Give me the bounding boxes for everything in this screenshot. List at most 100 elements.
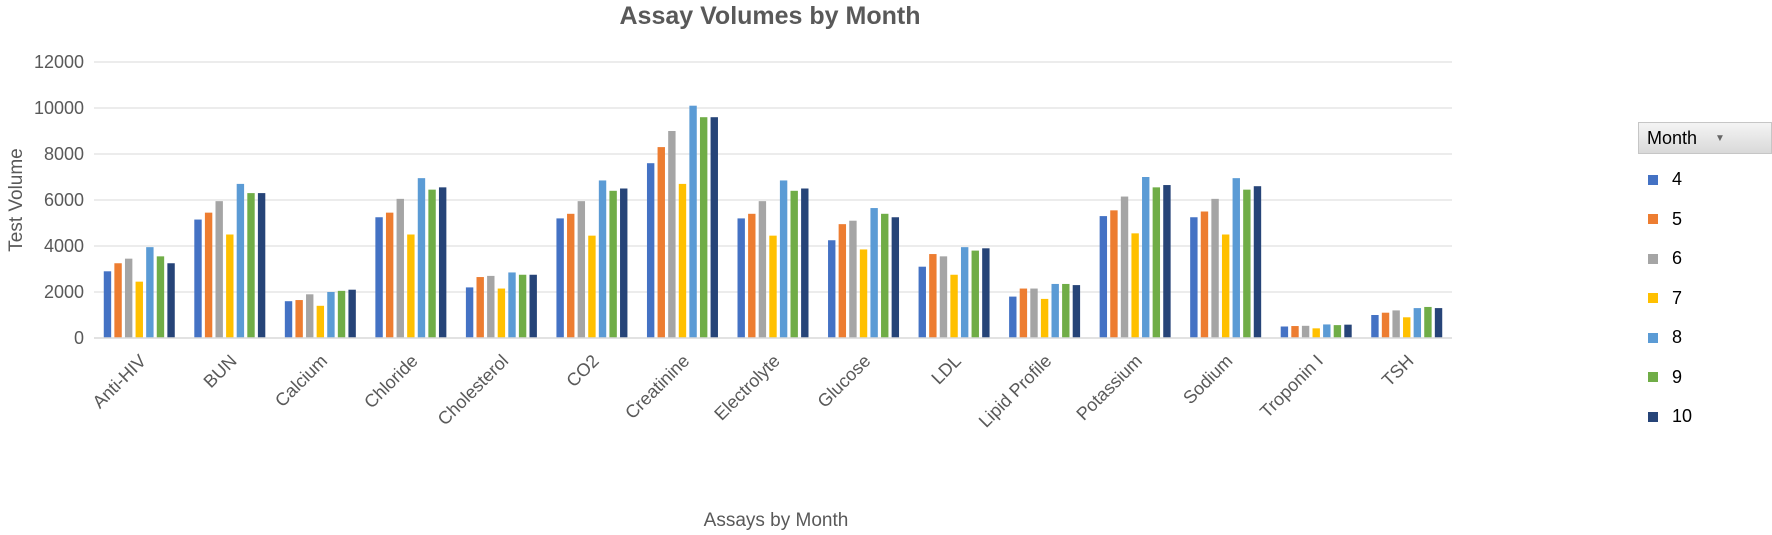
bar-potassium-month-9 — [1152, 187, 1161, 338]
bar-lipid-profile-month-5 — [1019, 288, 1028, 338]
x-tick-label: Glucose — [814, 351, 875, 412]
bar-lipid-profile-month-6 — [1030, 288, 1038, 338]
y-tick-label: 0 — [74, 328, 84, 348]
bar-tsh-month-8 — [1413, 308, 1422, 338]
legend-label: 8 — [1672, 327, 1683, 348]
bar-calcium-month-9 — [337, 290, 346, 338]
bar-bun-month-9 — [247, 193, 255, 338]
legend-label: 9 — [1672, 366, 1683, 387]
legend-title: Month — [1647, 127, 1698, 148]
x-tick-label: Lipid Profile — [975, 351, 1056, 432]
bar-sodium-month-10 — [1253, 186, 1262, 338]
bar-calcium-month-4 — [284, 301, 293, 338]
bar-co2-month-5 — [567, 213, 575, 338]
x-tick-label: Creatinine — [621, 351, 693, 423]
bar-cholesterol-month-7 — [497, 288, 506, 338]
bar-cholesterol-month-9 — [518, 274, 527, 338]
bar-cholesterol-month-4 — [465, 287, 474, 338]
x-tick-label: Anti-HIV — [89, 351, 151, 413]
bar-potassium-month-4 — [1099, 216, 1108, 338]
bar-ldl-month-8 — [960, 247, 969, 338]
x-tick-label: Calcium — [271, 351, 331, 411]
legend-item-month-4[interactable]: 4 — [1648, 160, 1692, 200]
bar-ldl-month-10 — [982, 248, 990, 338]
bar-troponin-i-month-7 — [1312, 328, 1320, 338]
bar-co2-month-4 — [556, 218, 564, 338]
bar-anti-hiv-month-8 — [146, 247, 154, 338]
x-tick-label: Sodium — [1179, 351, 1236, 408]
bar-creatinine-month-9 — [699, 117, 708, 338]
bar-bun-month-7 — [226, 234, 234, 338]
dropdown-arrow-icon: ▼ — [1715, 132, 1725, 144]
bar-troponin-i-month-10 — [1344, 324, 1352, 338]
bar-ldl-month-6 — [939, 256, 948, 338]
bar-calcium-month-7 — [316, 305, 325, 338]
bar-potassium-month-5 — [1110, 210, 1118, 338]
bar-electrolyte-month-5 — [748, 213, 756, 338]
x-tick-label: Potassium — [1072, 351, 1146, 425]
legend-swatch — [1648, 174, 1658, 185]
legend-label: 6 — [1672, 248, 1683, 269]
bar-chloride-month-6 — [396, 198, 404, 338]
bar-glucose-month-7 — [859, 249, 868, 338]
bar-sodium-month-7 — [1221, 234, 1230, 338]
legend-month-filter-button[interactable]: Month ▼ — [1638, 122, 1772, 154]
bar-troponin-i-month-9 — [1333, 325, 1342, 338]
legend-item-month-7[interactable]: 7 — [1648, 279, 1692, 319]
bar-tsh-month-10 — [1434, 308, 1443, 338]
bar-co2-month-6 — [577, 201, 586, 338]
bar-electrolyte-month-7 — [769, 235, 777, 338]
bar-lipid-profile-month-7 — [1040, 298, 1049, 338]
legend-item-month-6[interactable]: 6 — [1648, 239, 1692, 279]
bar-tsh-month-7 — [1403, 317, 1411, 338]
y-tick-label: 6000 — [44, 190, 84, 210]
legend-item-month-5[interactable]: 5 — [1648, 200, 1692, 240]
bar-troponin-i-month-6 — [1301, 325, 1310, 338]
bar-creatinine-month-5 — [657, 147, 665, 338]
legend-swatch — [1648, 293, 1658, 304]
bar-glucose-month-6 — [849, 220, 857, 338]
bar-bun-month-10 — [257, 193, 266, 338]
chart-title: Assay Volumes by Month — [620, 2, 921, 30]
bar-co2-month-8 — [598, 180, 607, 338]
bar-cholesterol-month-5 — [476, 277, 484, 338]
bar-ldl-month-4 — [918, 266, 926, 338]
bar-ldl-month-9 — [971, 250, 979, 338]
bar-tsh-month-6 — [1392, 310, 1400, 338]
bar-glucose-month-4 — [828, 240, 836, 338]
legend-label: 4 — [1672, 169, 1683, 190]
legend-label: 5 — [1672, 208, 1683, 229]
x-axis-label: Assays by Month — [704, 510, 849, 531]
bar-chloride-month-5 — [385, 212, 394, 338]
bar-bun-month-6 — [215, 201, 223, 338]
y-tick-label: 12000 — [34, 52, 84, 72]
bar-bun-month-5 — [204, 212, 213, 338]
bar-lipid-profile-month-4 — [1009, 296, 1017, 338]
bar-tsh-month-5 — [1381, 312, 1390, 338]
legend-item-month-8[interactable]: 8 — [1648, 318, 1692, 358]
bar-creatinine-month-4 — [646, 163, 655, 338]
legend-label: 7 — [1672, 287, 1683, 308]
bar-troponin-i-month-4 — [1280, 326, 1289, 338]
bar-anti-hiv-month-6 — [124, 258, 133, 338]
bar-co2-month-10 — [620, 188, 628, 338]
x-tick-label: Electrolyte — [710, 351, 784, 425]
bar-potassium-month-8 — [1142, 177, 1150, 338]
x-tick-label: LDL — [927, 351, 964, 388]
x-tick-label: CO2 — [562, 351, 602, 391]
y-tick-label: 2000 — [44, 282, 84, 302]
bar-calcium-month-10 — [348, 289, 356, 338]
legend-item-month-9[interactable]: 9 — [1648, 358, 1692, 398]
bar-lipid-profile-month-8 — [1051, 283, 1059, 338]
y-axis-label: Test Volume — [6, 148, 27, 252]
legend-item-month-10[interactable]: 10 — [1648, 397, 1692, 437]
bar-sodium-month-6 — [1211, 198, 1219, 338]
bar-chloride-month-9 — [428, 189, 436, 338]
x-tick-label: BUN — [200, 351, 241, 392]
bar-sodium-month-4 — [1190, 217, 1198, 338]
bar-electrolyte-month-9 — [790, 190, 798, 338]
bar-glucose-month-9 — [881, 213, 889, 338]
bar-anti-hiv-month-7 — [135, 281, 143, 338]
y-tick-label: 10000 — [34, 98, 84, 118]
